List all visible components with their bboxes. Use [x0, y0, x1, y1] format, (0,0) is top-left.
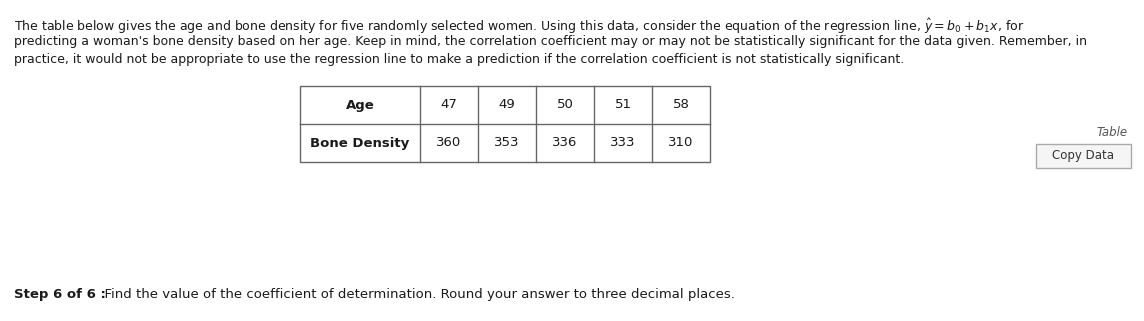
Bar — [300, 86, 710, 162]
Text: Find the value of the coefficient of determination. Round your answer to three d: Find the value of the coefficient of det… — [96, 288, 734, 301]
Text: Copy Data: Copy Data — [1052, 150, 1114, 162]
Text: predicting a woman's bone density based on her age. Keep in mind, the correlatio: predicting a woman's bone density based … — [14, 35, 1087, 48]
Text: 50: 50 — [557, 99, 573, 111]
Text: Table: Table — [1097, 126, 1128, 139]
FancyBboxPatch shape — [1035, 144, 1130, 168]
Text: Age: Age — [345, 99, 374, 111]
Text: practice, it would not be appropriate to use the regression line to make a predi: practice, it would not be appropriate to… — [14, 53, 904, 66]
Text: 336: 336 — [553, 136, 578, 150]
Text: 353: 353 — [494, 136, 519, 150]
Text: Bone Density: Bone Density — [310, 136, 410, 150]
Text: 51: 51 — [614, 99, 631, 111]
Text: Step 6 of 6 :: Step 6 of 6 : — [14, 288, 106, 301]
Text: 310: 310 — [668, 136, 693, 150]
Text: 47: 47 — [440, 99, 458, 111]
Text: 49: 49 — [499, 99, 516, 111]
Text: 360: 360 — [436, 136, 462, 150]
Text: 333: 333 — [610, 136, 636, 150]
Text: The table below gives the age and bone density for five randomly selected women.: The table below gives the age and bone d… — [14, 17, 1024, 36]
Text: 58: 58 — [673, 99, 690, 111]
